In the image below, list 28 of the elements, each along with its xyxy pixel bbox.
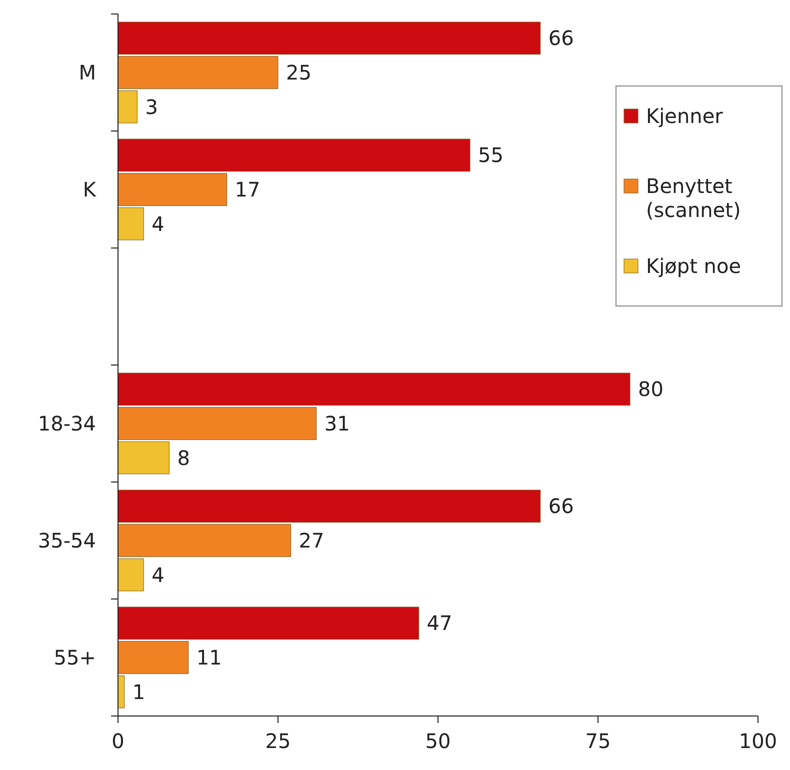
data-label: 17 [234,178,260,202]
y-tick-label: 35-54 [38,528,96,552]
y-tick-label: 55+ [54,646,96,670]
x-tick-label: 50 [425,729,451,753]
data-label: 55 [478,143,504,168]
data-label: 1 [132,680,146,704]
data-label: 3 [145,94,158,119]
data-label: 4 [152,212,164,236]
data-label: 66 [548,26,574,50]
data-label: 27 [298,528,324,552]
legend-label: Benyttet (scannet) [646,174,741,222]
data-label: 31 [324,412,350,436]
legend-label: Kjøpt noe [646,254,742,278]
data-label: 4 [152,562,164,587]
x-tick-label: 25 [265,729,291,753]
data-label: 66 [548,494,574,518]
legend-label: Kjenner [646,104,724,128]
y-tick-label: 18-34 [38,412,96,436]
data-label: 47 [426,611,452,636]
y-tick-label: K [82,178,97,202]
data-label: 80 [638,377,664,402]
data-label: 11 [196,646,222,670]
data-label: 8 [177,446,190,470]
x-tick-label: 0 [112,729,124,753]
x-tick-label: 100 [738,729,778,753]
x-tick-label: 75 [585,729,611,753]
y-tick-label: M [78,60,96,84]
data-label: 25 [286,60,312,84]
